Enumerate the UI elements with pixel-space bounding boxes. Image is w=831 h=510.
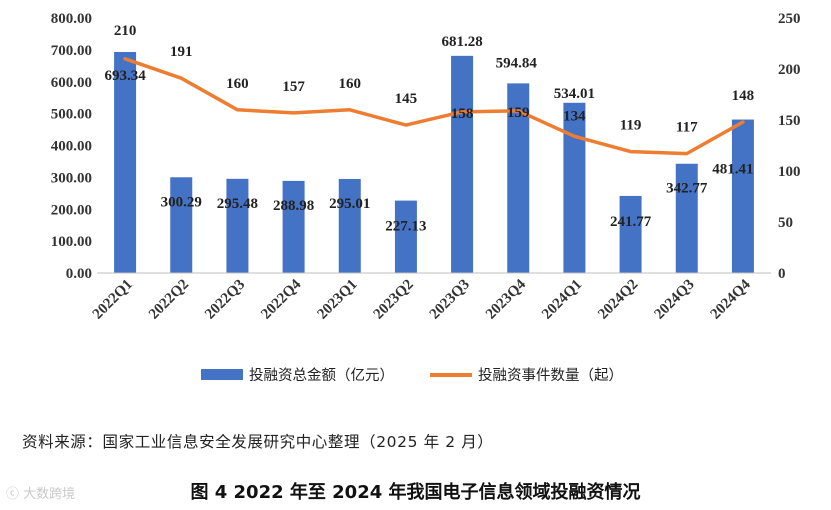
- x-tick-2024Q2: 2024Q2: [595, 277, 641, 323]
- bar-2023Q3: [451, 55, 474, 274]
- bar-2023Q2: [394, 200, 417, 273]
- x-tick-2024Q1: 2024Q1: [539, 277, 585, 323]
- line-value-label: 134: [563, 108, 586, 124]
- bar-2024Q1: [563, 102, 586, 274]
- x-tick-2024Q3: 2024Q3: [651, 277, 697, 323]
- x-tick-2023Q3: 2023Q3: [427, 277, 473, 323]
- line-value-label: 158: [451, 106, 474, 122]
- line-value-label: 157: [282, 79, 305, 95]
- line-value-label: 119: [620, 118, 642, 134]
- y-left-tick: 800.00: [51, 11, 92, 27]
- watermark: ⓒ 大数跨境: [6, 483, 75, 502]
- legend-line-label: 投融资事件数量（起）: [478, 367, 623, 384]
- source-note: 资料来源：国家工业信息安全发展研究中心整理（2025 年 2 月）: [22, 433, 494, 451]
- bar-2022Q1: [114, 51, 137, 273]
- line-value-label: 145: [395, 91, 418, 107]
- bar-value-label: 227.13: [385, 219, 426, 235]
- bar-value-label: 681.28: [441, 34, 482, 50]
- y-right-tick: 250: [778, 11, 801, 27]
- bar-2023Q1: [338, 178, 361, 273]
- y-right-tick: 100: [778, 164, 801, 180]
- y-left-tick: 600.00: [51, 75, 92, 91]
- bar-value-label: 241.77: [610, 214, 652, 230]
- y-right-tick: 200: [778, 62, 801, 78]
- bar-2024Q3: [675, 163, 698, 273]
- figure-caption: 图 4 2022 年至 2024 年我国电子信息领域投融资情况: [190, 482, 641, 503]
- line-value-label: 191: [170, 44, 193, 60]
- y-right-tick: 150: [778, 113, 801, 129]
- y-right-tick: 0: [778, 266, 786, 282]
- watermark-logo-icon: ⓒ: [6, 487, 20, 502]
- y-left-tick: 700.00: [51, 43, 92, 59]
- watermark-text: 大数跨境: [23, 487, 76, 502]
- bar-2022Q3: [226, 178, 249, 273]
- x-tick-2023Q4: 2023Q4: [483, 276, 529, 322]
- line-value-label: 117: [676, 120, 698, 136]
- bar-value-label: 288.98: [273, 198, 314, 214]
- bar-value-label: 295.48: [217, 196, 258, 212]
- line-value-label: 160: [226, 76, 249, 92]
- chart: 693.34 300.29 295.48 288.98 295.01 227.13 681.…: [51, 11, 801, 384]
- line-value-label: 210: [114, 23, 137, 39]
- bar-value-label: 295.01: [329, 196, 370, 212]
- x-tick-2022Q2: 2022Q2: [146, 277, 192, 323]
- bar-2022Q4: [282, 180, 305, 273]
- legend: 投融资总金额（亿元） 投融资事件数量（起）: [201, 367, 623, 384]
- x-tick-2022Q4: 2022Q4: [258, 276, 304, 322]
- y-right-tick: 50: [778, 215, 793, 231]
- bar-value-label: 693.34: [104, 68, 146, 84]
- line-value-label: 159: [507, 105, 530, 121]
- events-line: [123, 57, 745, 156]
- y-left-tick: 0.00: [66, 266, 92, 282]
- bar-value-label: 594.84: [496, 55, 538, 71]
- y-left-tick: 100.00: [51, 234, 92, 250]
- y-left-tick: 400.00: [51, 139, 92, 155]
- bar-value-label: 534.01: [554, 86, 595, 102]
- bar-2023Q4: [507, 83, 530, 274]
- line-value-label: 148: [732, 88, 755, 104]
- x-tick-2022Q3: 2022Q3: [202, 277, 248, 323]
- bar-2024Q4: [731, 119, 754, 273]
- x-tick-2023Q2: 2023Q2: [371, 277, 417, 323]
- y-left-tick: 200.00: [51, 202, 92, 218]
- legend-bar-swatch: [201, 369, 243, 380]
- line-value-label: 160: [339, 76, 362, 92]
- x-tick-2024Q4: 2024Q4: [708, 276, 754, 322]
- y-left-tick: 500.00: [51, 107, 92, 123]
- bar-2022Q2: [170, 177, 193, 273]
- bar-value-label: 342.77: [666, 181, 708, 197]
- x-tick-2023Q1: 2023Q1: [314, 277, 360, 323]
- bar-2024Q2: [619, 195, 642, 273]
- bar-value-label: 300.29: [161, 194, 202, 210]
- x-tick-2022Q1: 2022Q1: [90, 277, 136, 323]
- y-left-tick: 300.00: [51, 170, 92, 186]
- legend-bar-label: 投融资总金额（亿元）: [249, 367, 394, 384]
- bar-value-label: 481.41: [712, 162, 753, 178]
